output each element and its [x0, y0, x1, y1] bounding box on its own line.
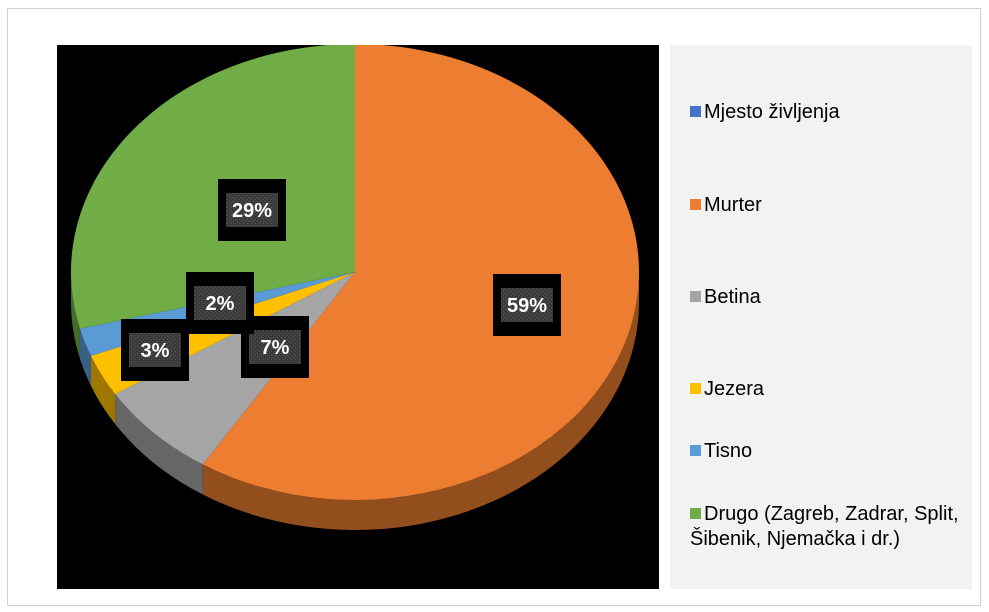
legend-item-betina: Betina [690, 285, 970, 310]
pie-chart: 59% 7% 3% 2% 29% [71, 45, 639, 530]
legend-item-drugo: Drugo (Zagreb, Zadrar, Split, Šibenik, N… [690, 502, 970, 552]
data-label-drugo: 29% [232, 200, 272, 222]
data-label-bg-betina [249, 330, 301, 364]
data-label-bg-drugo [226, 193, 278, 227]
plot-area: 59% 7% 3% 2% 29% [57, 45, 659, 589]
legend-label-tisno: Tisno [704, 440, 753, 462]
legend-item-jezera: Jezera [690, 377, 970, 402]
legend-title-label: Mjesto življenja [704, 101, 840, 123]
legend: Mjesto življenja Murter Betina Jezera Ti… [670, 45, 972, 589]
legend-swatch-title [690, 106, 701, 117]
legend-item-tisno: Tisno [690, 439, 970, 464]
chart-frame: 59% 7% 3% 2% 29% Mjesto življenja Murter Bet… [7, 8, 981, 606]
legend-title-item: Mjesto življenja [690, 100, 970, 125]
legend-swatch-murter [690, 199, 701, 210]
pie-side-tisno [79, 328, 91, 386]
data-label-bg-murter [501, 288, 553, 322]
data-label-bg-jezera [129, 333, 181, 367]
legend-swatch-tisno [690, 445, 701, 456]
legend-label-betina: Betina [704, 286, 761, 308]
legend-label-drugo: Drugo (Zagreb, Zadrar, Split, Šibenik, N… [690, 503, 959, 550]
legend-label-murter: Murter [704, 194, 762, 216]
legend-swatch-jezera [690, 383, 701, 394]
legend-label-jezera: Jezera [704, 378, 765, 400]
legend-swatch-drugo [690, 508, 701, 519]
pie-side-jezera [90, 355, 116, 425]
pie-slice-murter [202, 45, 639, 500]
legend-swatch-betina [690, 291, 701, 302]
data-label-tisno: 2% [206, 293, 235, 315]
pie-side-drugo [71, 272, 80, 359]
pie-side-betina [115, 394, 203, 495]
pie-slice-drugo [71, 45, 355, 329]
data-label-jezera: 3% [141, 340, 170, 362]
pie-side-murter [202, 272, 639, 530]
legend-item-murter: Murter [690, 193, 970, 218]
data-label-murter: 59% [507, 295, 547, 317]
data-label-bg-tisno [194, 286, 246, 320]
data-label-betina: 7% [261, 337, 290, 359]
